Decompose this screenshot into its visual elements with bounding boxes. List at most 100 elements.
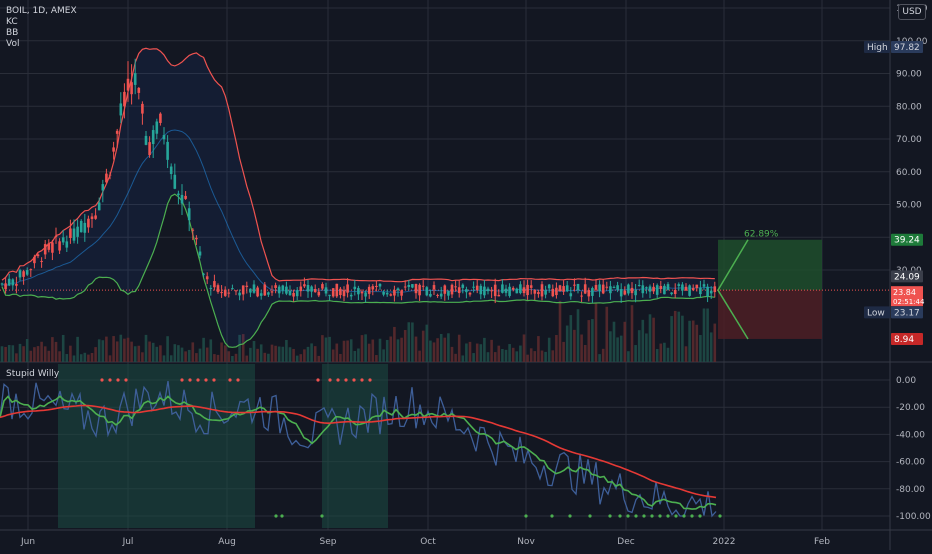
- volume-bar: [137, 345, 141, 362]
- candle-body: [130, 82, 133, 95]
- symbol-title[interactable]: BOIL, 1D, AMEX: [6, 6, 77, 16]
- candle-body: [33, 256, 36, 264]
- candle-body: [97, 202, 101, 211]
- candle-body: [65, 241, 69, 248]
- indicator-kc[interactable]: KC: [6, 17, 18, 27]
- volume-bar: [166, 336, 169, 362]
- volume-bar: [504, 349, 508, 362]
- volume-bar: [209, 339, 213, 362]
- candle-body: [393, 290, 396, 296]
- candle-body: [526, 284, 529, 296]
- volume-bar: [29, 350, 33, 362]
- volume-bar: [486, 352, 490, 362]
- volume-bar: [141, 352, 144, 362]
- volume-bar: [177, 345, 180, 362]
- volume-bar: [115, 341, 119, 362]
- volume-bar: [169, 355, 173, 362]
- candle-body: [655, 285, 659, 295]
- volume-bar: [547, 337, 551, 362]
- time-tick-label: 2022: [713, 537, 736, 547]
- volume-bar: [465, 343, 468, 362]
- candle-body: [382, 291, 385, 295]
- candle-body: [169, 166, 173, 174]
- oversold-dot: [280, 514, 284, 518]
- candle-body: [551, 288, 555, 297]
- candle-body: [472, 286, 475, 288]
- candle-body: [702, 284, 706, 287]
- volume-bar: [274, 345, 277, 362]
- volume-bar: [4, 346, 7, 362]
- volume-bar: [562, 341, 565, 362]
- candle-body: [634, 290, 637, 296]
- candle-body: [666, 284, 670, 290]
- candle-body: [277, 286, 281, 294]
- candle-body: [151, 130, 155, 144]
- volume-bar: [159, 345, 162, 362]
- candle-body: [483, 286, 486, 296]
- oversold-dot: [658, 514, 662, 518]
- candle-body: [616, 285, 619, 290]
- oversold-dot: [588, 514, 592, 518]
- candle-body: [558, 285, 562, 292]
- volume-bar: [310, 343, 313, 362]
- candle-body: [429, 293, 432, 297]
- volume-bar: [155, 346, 159, 362]
- volume-bar: [270, 344, 274, 362]
- oversold-dot: [550, 514, 554, 518]
- volume-bar: [519, 345, 522, 362]
- indicator-bb[interactable]: BB: [6, 28, 19, 38]
- candle-body: [587, 290, 591, 297]
- candle-body: [267, 292, 270, 295]
- volume-bar: [195, 353, 198, 362]
- oscillator-tick-label: -20.00: [896, 403, 925, 413]
- candle-body: [645, 287, 648, 289]
- candle-body: [378, 283, 382, 287]
- volume-bar: [558, 300, 562, 362]
- volume-bar: [699, 335, 702, 362]
- overbought-dot: [360, 378, 364, 382]
- indicator-vol[interactable]: Vol: [6, 39, 20, 49]
- volume-bar: [238, 334, 241, 362]
- candle-body: [25, 270, 29, 275]
- candle-body: [166, 141, 169, 160]
- candle-body: [195, 237, 198, 240]
- volume-bar: [292, 348, 295, 362]
- volume-bar: [659, 343, 663, 362]
- volume-bar: [522, 334, 526, 362]
- volume-bar: [18, 343, 22, 362]
- volume-bar: [7, 345, 11, 362]
- price-tick-label: 70.00: [896, 135, 922, 145]
- candle-body: [288, 290, 292, 296]
- candle-body: [497, 294, 501, 297]
- volume-bar: [537, 336, 540, 362]
- volume-bar: [396, 339, 400, 362]
- volume-bar: [252, 341, 256, 362]
- candle-body: [529, 285, 533, 288]
- currency-button[interactable]: USD: [898, 4, 926, 20]
- candle-body: [259, 293, 263, 296]
- volume-bar: [576, 309, 580, 362]
- candle-body: [436, 294, 439, 296]
- candle-body: [713, 286, 717, 293]
- volume-bar: [313, 346, 317, 362]
- time-tick-label: Nov: [517, 537, 535, 547]
- candle-body: [144, 135, 148, 145]
- candle-body: [191, 229, 195, 231]
- high-label-box: [864, 41, 890, 53]
- bollinger-lower-line: [1, 193, 715, 348]
- overbought-dot: [188, 378, 192, 382]
- time-tick-label: Sep: [320, 537, 337, 547]
- candle-body: [22, 271, 25, 277]
- overbought-dot: [368, 378, 372, 382]
- volume-bar: [108, 355, 112, 362]
- volume-bar: [605, 306, 609, 362]
- volume-bar: [112, 336, 115, 362]
- candle-body: [411, 284, 414, 288]
- volume-bar: [565, 325, 569, 362]
- volume-bar: [162, 355, 166, 362]
- candle-body: [443, 285, 447, 294]
- oscillator-title[interactable]: Stupid Willy: [6, 369, 60, 379]
- volume-bar: [709, 332, 713, 362]
